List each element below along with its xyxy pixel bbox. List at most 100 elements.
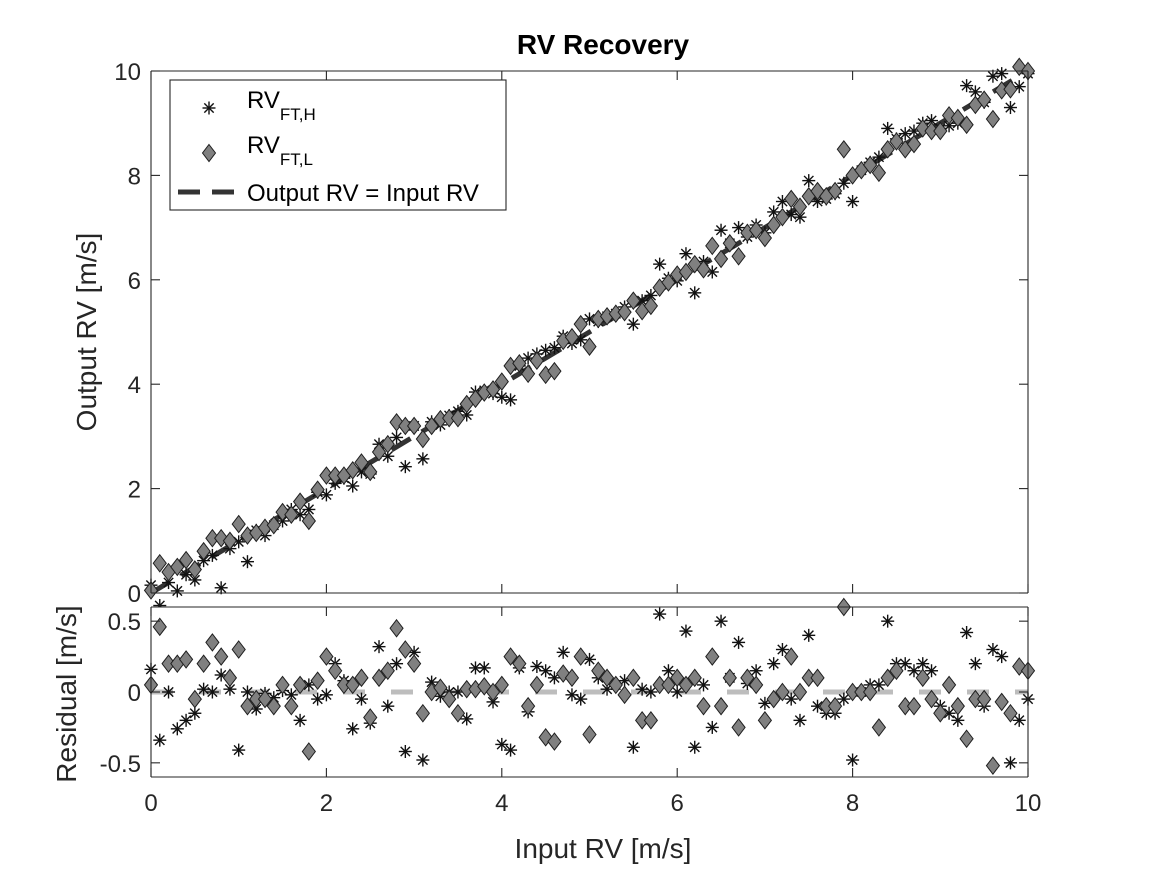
diamond-point bbox=[512, 654, 527, 673]
diamond-point bbox=[731, 718, 746, 737]
asterisk-point bbox=[416, 753, 430, 767]
diamond-point bbox=[231, 640, 246, 659]
asterisk-point bbox=[898, 127, 912, 141]
asterisk-point bbox=[153, 733, 167, 747]
legend-entry-label: Output RV = Input RV bbox=[247, 180, 479, 207]
diamond-point bbox=[284, 696, 299, 716]
diamond-point bbox=[292, 492, 308, 511]
diamond-point bbox=[450, 703, 466, 723]
diamond-point bbox=[222, 668, 238, 688]
diamond-point bbox=[994, 692, 1009, 712]
asterisk-point bbox=[460, 712, 474, 726]
x-tick-label: 0 bbox=[144, 790, 157, 817]
diamond-point bbox=[573, 647, 588, 666]
top-y-axis-label: Output RV [m/s] bbox=[71, 233, 102, 432]
legend-symbol bbox=[202, 101, 216, 115]
asterisk-point bbox=[846, 753, 860, 767]
diamond-point bbox=[301, 511, 316, 531]
legend-entry-base: RV bbox=[247, 132, 280, 159]
asterisk-point bbox=[530, 660, 544, 673]
legend-asterisk-icon bbox=[202, 101, 216, 115]
y-tick-label: 8 bbox=[128, 163, 141, 190]
diamond-point bbox=[424, 416, 439, 436]
diamond-point bbox=[959, 729, 974, 749]
asterisk-point bbox=[767, 657, 781, 671]
legend-entry-subscript: FT,L bbox=[280, 150, 313, 169]
asterisk-point bbox=[705, 720, 719, 734]
diamond-point bbox=[678, 262, 694, 282]
asterisk-point bbox=[837, 692, 851, 706]
asterisk-point bbox=[653, 257, 667, 271]
asterisk-point bbox=[626, 317, 640, 331]
asterisk-point bbox=[881, 614, 895, 628]
diamond-point bbox=[863, 155, 878, 175]
diamond-point bbox=[827, 181, 843, 201]
diamond-point bbox=[880, 668, 895, 688]
x-tick-label: 6 bbox=[671, 790, 684, 817]
diamond-point bbox=[924, 689, 939, 709]
diamond-point bbox=[643, 711, 659, 730]
asterisk-point bbox=[732, 221, 746, 235]
diamond-point bbox=[240, 696, 255, 716]
y-tick-label: -0.5 bbox=[100, 751, 141, 778]
diamond-point bbox=[178, 550, 194, 570]
y-tick-label: 10 bbox=[114, 59, 141, 86]
x-tick-label: 8 bbox=[846, 790, 859, 817]
diamond-point bbox=[1003, 79, 1018, 99]
asterisk-point bbox=[232, 743, 246, 757]
legend-entry-base: RV bbox=[247, 87, 280, 114]
diamond-point bbox=[608, 675, 623, 695]
y-tick-label: 0 bbox=[128, 581, 141, 608]
diamond-point bbox=[617, 685, 632, 705]
asterisk-point bbox=[679, 624, 693, 638]
legend-entry-subscript: FT,H bbox=[280, 105, 316, 124]
diamond-point bbox=[284, 505, 299, 525]
diamond-point bbox=[792, 682, 808, 702]
asterisk-point bbox=[398, 745, 412, 758]
diamond-point bbox=[722, 233, 737, 253]
diamond-point bbox=[599, 668, 615, 688]
diamond-point bbox=[889, 132, 904, 151]
diamond-point bbox=[178, 650, 194, 669]
asterisk-point bbox=[293, 713, 307, 727]
diamond-point bbox=[152, 617, 167, 637]
y-tick-label: 4 bbox=[128, 372, 141, 399]
diamond-point bbox=[977, 90, 992, 110]
diamond-point bbox=[257, 689, 273, 709]
asterisk-point bbox=[539, 343, 553, 357]
asterisk-point bbox=[390, 430, 404, 444]
asterisk-point bbox=[565, 688, 579, 702]
diamond-point bbox=[827, 696, 843, 716]
diamond-point bbox=[170, 557, 185, 577]
asterisk-point bbox=[670, 685, 684, 699]
diamond-point bbox=[363, 462, 378, 482]
diamond-point bbox=[670, 668, 685, 688]
diamond-point bbox=[310, 480, 325, 499]
diamond-point bbox=[406, 416, 422, 436]
asterisk-point bbox=[960, 626, 974, 639]
diamond-series bbox=[143, 57, 1036, 600]
asterisk-point bbox=[319, 488, 333, 502]
diamond-point bbox=[450, 408, 466, 428]
diamond-point bbox=[836, 139, 851, 159]
diamond-point bbox=[354, 453, 369, 472]
diamond-point bbox=[784, 647, 799, 666]
identity-line bbox=[149, 68, 1030, 596]
asterisk-point bbox=[995, 650, 1009, 664]
diamond-point bbox=[863, 682, 878, 702]
diamond-point bbox=[582, 337, 597, 356]
asterisk-point bbox=[468, 661, 482, 675]
diamond-series bbox=[143, 597, 1036, 775]
diamond-point bbox=[494, 675, 509, 695]
diamond-point bbox=[222, 531, 238, 551]
diamond-point bbox=[345, 461, 360, 480]
x-tick-label: 4 bbox=[495, 790, 508, 817]
diamond-point bbox=[547, 361, 562, 381]
diamond-point bbox=[775, 207, 790, 227]
diamond-point bbox=[380, 434, 395, 454]
asterisk-point bbox=[162, 685, 176, 699]
asterisk-point bbox=[925, 664, 939, 678]
y-tick-label: 2 bbox=[128, 477, 141, 504]
